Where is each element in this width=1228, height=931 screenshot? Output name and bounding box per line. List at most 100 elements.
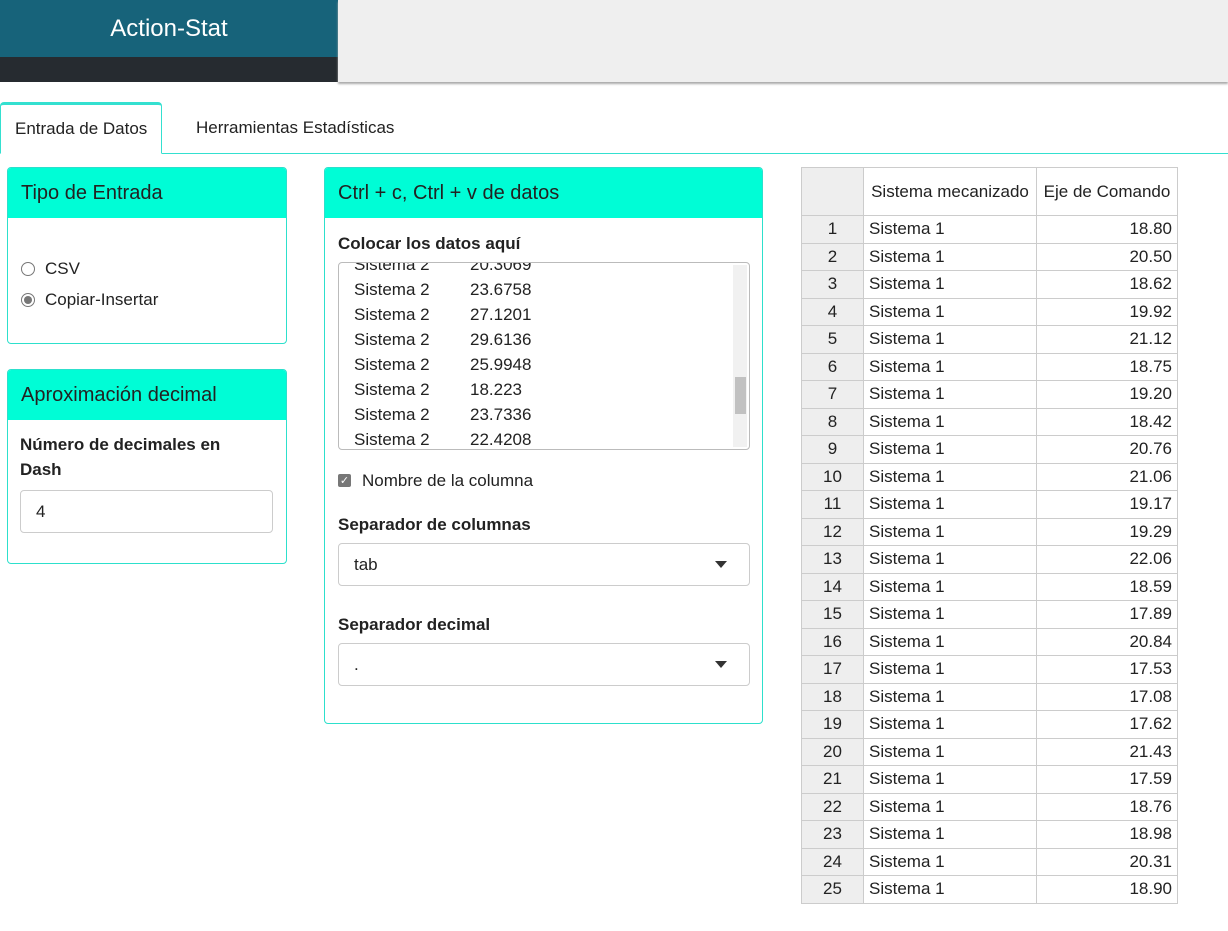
text-field: 23.6758 (470, 280, 532, 299)
textarea[interactable]: Sistema 2 20.3069 Sistema 2 23.6758 Sistema … (338, 262, 750, 450)
checkbox[interactable]: ✓ (338, 474, 351, 487)
table-cell: 11 (801, 490, 864, 519)
table-cell: 12 (801, 517, 864, 546)
table-cell: 17.59 (1036, 765, 1178, 794)
table-row: 9 Sistema 1 20.76 (801, 435, 1178, 464)
dropdown[interactable]: . (338, 643, 750, 686)
table-cell: 18.76 (1036, 792, 1178, 821)
text-line: Sistema 2 23.6758 (354, 277, 586, 302)
scroll-thumb[interactable] (735, 377, 746, 414)
table-cell: Sistema 1 (863, 627, 1037, 656)
table-row: 24 Sistema 1 20.31 (801, 847, 1178, 876)
radio-group: CSV Copiar-Insertar (8, 218, 286, 315)
field-label: Separador de columnas (338, 515, 531, 534)
dropdown-value: . (354, 654, 359, 674)
table-cell: 18 (801, 682, 864, 711)
table-cell: 7 (801, 380, 864, 409)
text-field: Sistema 2 (354, 330, 430, 349)
text-line: Sistema 2 22.4208 (354, 427, 586, 449)
table-cell: 19.20 (1036, 380, 1178, 409)
table-cell: 19.29 (1036, 517, 1178, 546)
table-row: 22 Sistema 1 18.76 (801, 792, 1178, 821)
table-row: 7 Sistema 1 19.20 (801, 380, 1178, 409)
table-cell: 20.76 (1036, 435, 1178, 464)
table-cell: Sistema 1 (863, 435, 1037, 464)
table-cell: 18.80 (1036, 215, 1178, 244)
text-field: 25.9948 (470, 355, 532, 374)
checkbox-row[interactable]: ✓ Nombre de la columna (338, 468, 533, 493)
tab[interactable]: Herramientas Estadísticas (196, 117, 395, 137)
paste-panel: Ctrl + c, Ctrl + v de datos (324, 167, 763, 724)
table-row: 25 Sistema 1 18.90 (801, 875, 1178, 904)
table-row: 1 Sistema 1 18.80 (801, 215, 1178, 244)
tab[interactable]: Entrada de Datos (0, 102, 163, 154)
radio-option[interactable]: Copiar-Insertar (21, 284, 286, 315)
table-cell: 6 (801, 352, 864, 381)
table-row: 10 Sistema 1 21.06 (801, 462, 1178, 491)
text-field: 20.3069 (470, 262, 532, 274)
text-field: Sistema 2 (354, 305, 430, 324)
table-cell: Sistema 1 (863, 325, 1037, 354)
table-row: 4 Sistema 1 19.92 (801, 297, 1178, 326)
table-cell: Sistema 1 (863, 297, 1037, 326)
header-cell[interactable]: Eje de Comando (1036, 167, 1178, 216)
table-cell: 14 (801, 572, 864, 601)
table-row: 19 Sistema 1 17.62 (801, 710, 1178, 739)
scrollbar[interactable] (733, 265, 747, 447)
table-cell: Sistema 1 (863, 215, 1037, 244)
table-cell: 17 (801, 655, 864, 684)
table-row: 20 Sistema 1 21.43 (801, 737, 1178, 766)
caret (715, 561, 727, 568)
number-input[interactable]: 4 (20, 490, 273, 533)
radio-button[interactable] (21, 261, 35, 276)
table-row: 5 Sistema 1 21.12 (801, 325, 1178, 354)
table-cell: Sistema 1 (863, 352, 1037, 381)
table-cell: Sistema 1 (863, 242, 1037, 271)
table-cell: 21.12 (1036, 325, 1178, 354)
panel-title: Aproximación decimal (8, 370, 286, 420)
table-cell: 18.42 (1036, 407, 1178, 436)
table-row: 12 Sistema 1 19.29 (801, 517, 1178, 546)
table-cell: Sistema 1 (863, 710, 1037, 739)
field-label: Separador decimal (338, 615, 491, 634)
input-type-panel: Tipo de Entrada CSV Copiar-Insertar (7, 167, 287, 344)
table-row: 18 Sistema 1 17.08 (801, 682, 1178, 711)
app-title[interactable]: Action-Stat (0, 0, 338, 57)
table-cell: 10 (801, 462, 864, 491)
table-cell: Sistema 1 (863, 572, 1037, 601)
table-cell: Sistema 1 (863, 380, 1037, 409)
radio-option[interactable]: CSV (21, 253, 286, 284)
table-cell: 20.31 (1036, 847, 1178, 876)
text-line: Sistema 2 25.9948 (354, 352, 586, 377)
text-line: Sistema 2 29.6136 (354, 327, 586, 352)
header-row: Sistema mecanizado Eje de Comando (801, 167, 1178, 216)
table-cell: Sistema 1 (863, 407, 1037, 436)
text-field: Sistema 2 (354, 355, 430, 374)
table-cell: Sistema 1 (863, 490, 1037, 519)
dropdown[interactable]: tab (338, 543, 750, 586)
text-field: 22.4208 (470, 430, 532, 449)
table-cell: Sistema 1 (863, 462, 1037, 491)
table-cell: 15 (801, 600, 864, 629)
table-cell: 20.50 (1036, 242, 1178, 271)
text-field: Sistema 2 (354, 280, 430, 299)
header-cell[interactable]: Sistema mecanizado (863, 167, 1037, 216)
table-row: 13 Sistema 1 22.06 (801, 545, 1178, 574)
table-cell: 17.62 (1036, 710, 1178, 739)
table-cell: 18.62 (1036, 270, 1178, 299)
tab-line (0, 153, 1228, 154)
brand-bar (0, 57, 338, 82)
table-row: 11 Sistema 1 19.17 (801, 490, 1178, 519)
table-cell: Sistema 1 (863, 875, 1037, 904)
radio-label: CSV (45, 258, 80, 278)
table-row: 14 Sistema 1 18.59 (801, 572, 1178, 601)
table-cell: 17.53 (1036, 655, 1178, 684)
caret (715, 661, 727, 668)
table-cell: 19 (801, 710, 864, 739)
table-cell: 16 (801, 627, 864, 656)
table-cell: Sistema 1 (863, 600, 1037, 629)
table-cell: Sistema 1 (863, 270, 1037, 299)
radio-button[interactable] (21, 292, 35, 307)
table-cell: 18.75 (1036, 352, 1178, 381)
